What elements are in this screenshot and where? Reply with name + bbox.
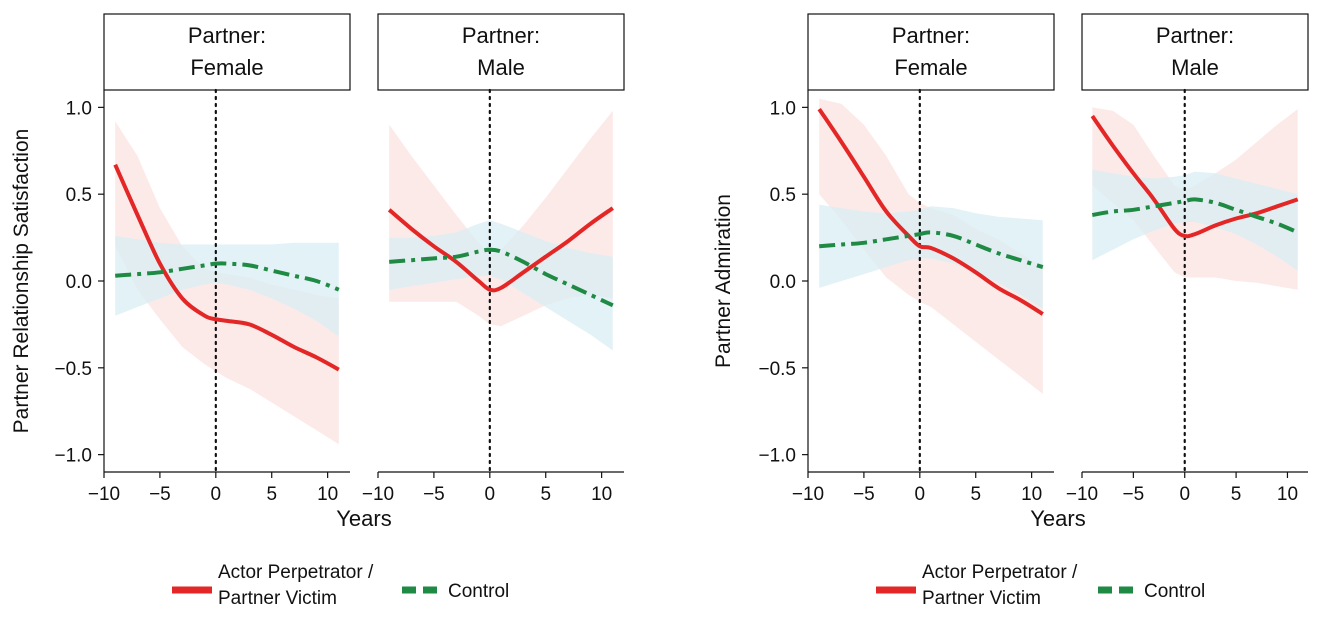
facet-strip-line2: Male (1171, 55, 1219, 80)
legend: Actor Perpetrator / Partner Victim Contr… (876, 562, 1205, 609)
x-tick-label: 5 (1231, 484, 1242, 505)
x-tick-label: 10 (1277, 484, 1298, 505)
y-tick-label: −1.0 (54, 446, 92, 467)
x-tick-label: 10 (1021, 484, 1042, 505)
x-tick-label: 10 (591, 484, 612, 505)
x-tick-label: −5 (423, 484, 445, 505)
legend: Actor Perpetrator / Partner Victim Contr… (172, 562, 509, 609)
x-axis-title: Years (336, 506, 391, 531)
facet-strip-line1: Partner: (1156, 23, 1234, 48)
series-line-control (819, 230, 1044, 270)
y-tick-label: −1.0 (758, 446, 796, 467)
x-tick-label: 5 (540, 484, 551, 505)
y-tick-label: 0.0 (770, 272, 796, 293)
x-tick-label: 0 (915, 484, 926, 505)
x-axis-title: Years (1030, 506, 1085, 531)
y-tick-label: 0.5 (66, 185, 92, 206)
y-tick-label: 1.0 (66, 98, 92, 119)
y-tick-label: 0.5 (770, 185, 796, 206)
chart-partner-admiration: Partner: Female Partner: Male −1.0 −0.5 0.… (712, 13, 1309, 609)
facet-strip-line1: Partner: (462, 23, 540, 48)
facet-strip-line2: Male (477, 55, 525, 80)
series-line-victim (387, 206, 614, 293)
series-line-control (1091, 197, 1299, 235)
y-tick-label: 0.0 (66, 272, 92, 293)
facet-strip-female: Partner: Female (103, 13, 351, 91)
facet-strip-male: Partner: Male (1081, 13, 1309, 91)
x-tick-label: 0 (485, 484, 496, 505)
x-ticks-male: −10 −5 0 5 10 (1066, 472, 1298, 505)
legend-label-victim-line2: Partner Victim (218, 588, 337, 609)
panel-female (817, 88, 1044, 474)
facet-strip-female: Partner: Female (807, 13, 1055, 91)
panel-male (387, 88, 614, 474)
series-line-victim (113, 163, 340, 372)
x-tick-label: −10 (88, 484, 120, 505)
x-tick-label: −5 (1123, 484, 1145, 505)
x-ticks-male: −10 −5 0 5 10 (362, 472, 612, 505)
x-tick-label: 0 (1179, 484, 1190, 505)
chart-relationship-satisfaction: Partner: Female Partner: Male −1.0 −0.5 0.… (10, 13, 625, 609)
legend-label-victim-line1: Actor Perpetrator / (218, 562, 374, 583)
y-tick-label: 1.0 (770, 98, 796, 119)
legend-label-victim-line1: Actor Perpetrator / (922, 562, 1078, 583)
series-line-victim (1090, 114, 1299, 239)
y-axis-title: Partner Relationship Satisfaction (10, 129, 33, 434)
facet-strip-male: Partner: Male (377, 13, 625, 91)
y-ticks: −1.0 −0.5 0.0 0.5 1.0 (54, 98, 104, 467)
x-ticks-female: −10 −5 0 5 10 (88, 472, 338, 505)
legend-label-victim-line2: Partner Victim (922, 588, 1041, 609)
x-tick-label: −10 (792, 484, 824, 505)
panel-male (1090, 88, 1299, 474)
legend-label-control: Control (448, 581, 509, 602)
x-tick-label: 5 (970, 484, 981, 505)
facet-strip-line1: Partner: (892, 23, 970, 48)
series-line-victim (817, 107, 1044, 316)
y-tick-label: −0.5 (54, 359, 92, 380)
y-ticks: −1.0 −0.5 0.0 0.5 1.0 (758, 98, 808, 467)
facet-strip-line1: Partner: (188, 23, 266, 48)
x-tick-label: −10 (1066, 484, 1098, 505)
series-line-control (115, 261, 340, 292)
ci-band-control (1092, 169, 1298, 271)
x-tick-label: 10 (317, 484, 338, 505)
series-line-control (389, 247, 614, 308)
x-tick-label: −5 (149, 484, 171, 505)
ci-band-control (819, 204, 1043, 309)
facet-strip-line2: Female (190, 55, 263, 80)
x-ticks-female: −10 −5 0 5 10 (792, 472, 1042, 505)
y-axis-title: Partner Admiration (712, 194, 735, 368)
x-tick-label: 0 (211, 484, 222, 505)
x-tick-label: −10 (362, 484, 394, 505)
legend-label-control: Control (1144, 581, 1205, 602)
facet-strip-line2: Female (894, 55, 967, 80)
x-tick-label: 5 (266, 484, 277, 505)
ci-band-control (115, 235, 339, 337)
y-tick-label: −0.5 (758, 359, 796, 380)
panel-female (113, 88, 340, 474)
x-tick-label: −5 (853, 484, 875, 505)
